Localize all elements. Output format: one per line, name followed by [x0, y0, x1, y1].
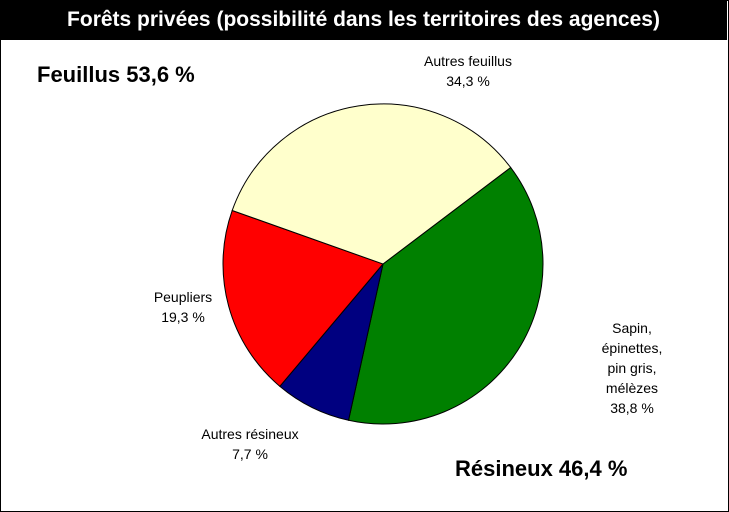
slice-label-group: Autres feuillus 34,3 %: [424, 51, 512, 91]
value-label: 7,7 %: [232, 446, 268, 462]
category-label: Peupliers: [153, 289, 213, 305]
value-label: 34,3 %: [446, 73, 490, 89]
slice-label-group: Sapin, épinettes, pin gris, mélèzes 38,8 …: [584, 318, 681, 418]
annotation: Résineux 46,4 %: [455, 456, 628, 481]
category-label: Autres feuillus: [424, 53, 512, 69]
pie-slice: [222, 209, 384, 388]
slice-label-group: Peupliers 19,3 %: [154, 287, 212, 327]
category-label: Autres résineux: [201, 426, 299, 442]
pie-slice: [347, 166, 544, 425]
value-label: 19,3 %: [161, 309, 205, 325]
chart-title: Forêts privées (possibilité dans les ter…: [0, 0, 727, 40]
annotation: Feuillus 53,6 %: [37, 62, 195, 87]
value-label: 38,8 %: [610, 400, 654, 416]
slice-label-group: Autres résineux 7,7 %: [201, 424, 298, 464]
pie-slice: [231, 103, 512, 265]
category-label: Sapin, épinettes, pin gris, mélèzes: [601, 320, 663, 396]
